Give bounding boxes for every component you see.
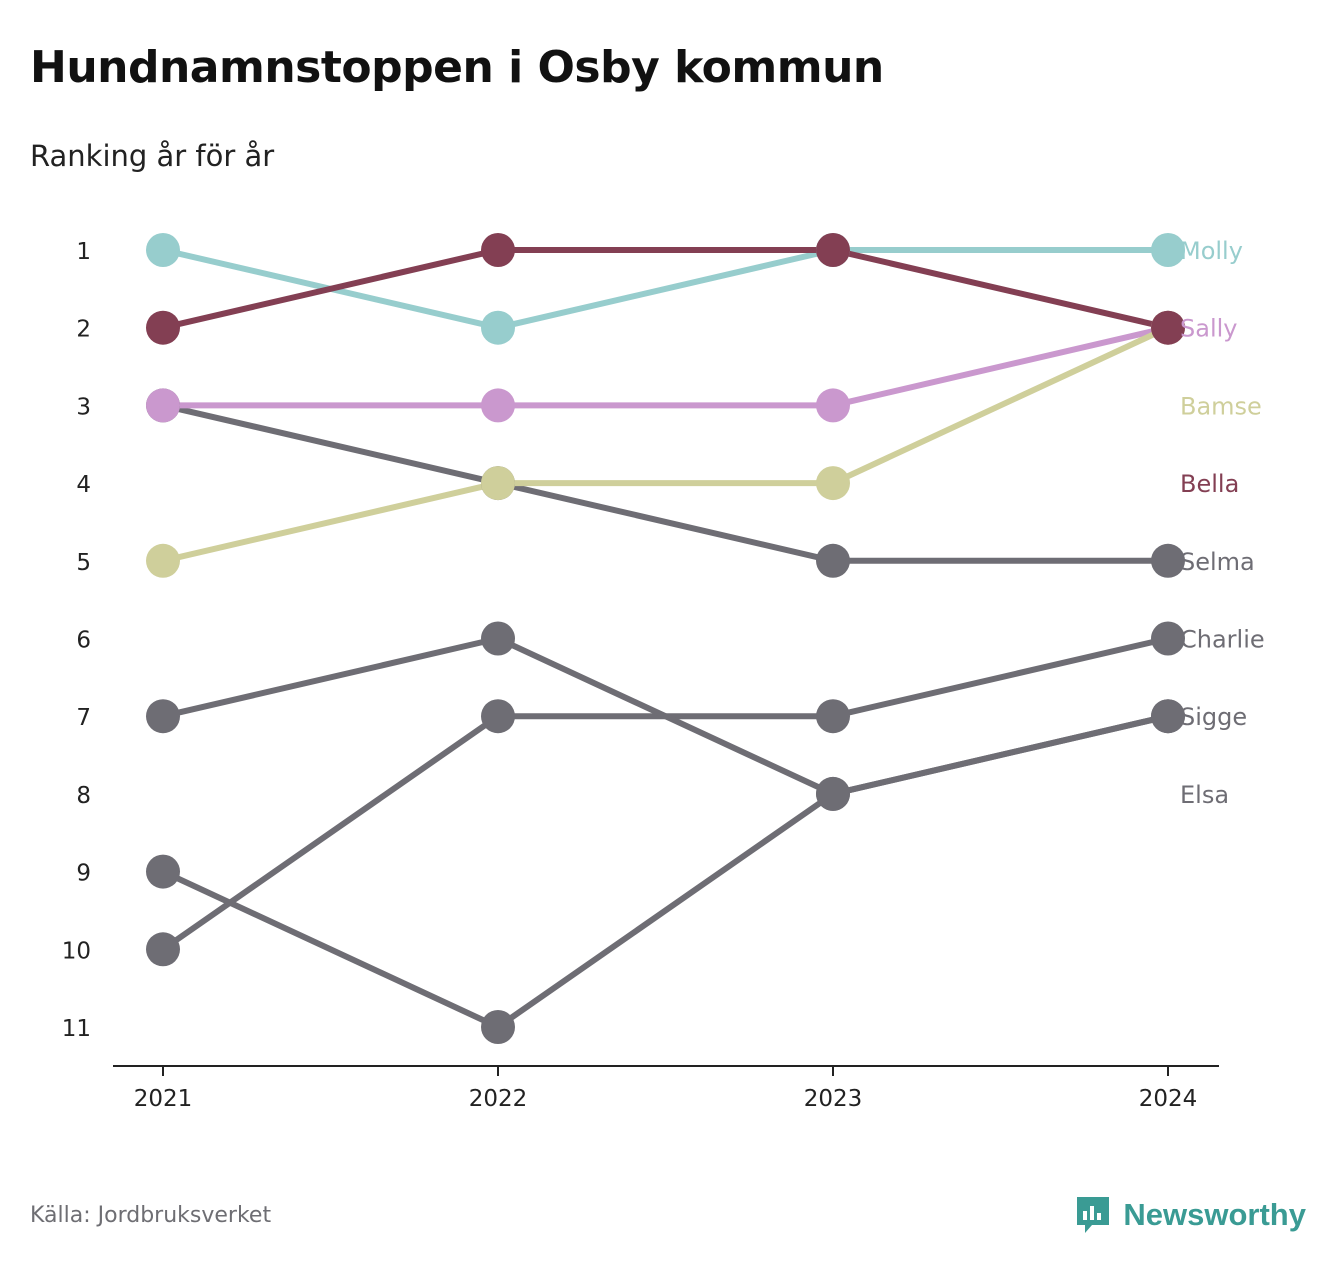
series-point-bella[interactable] <box>816 233 850 267</box>
y-axis: 1 2 3 4 5 6 7 8 9 10 11 <box>62 239 91 1042</box>
series-line-molly[interactable] <box>160 247 1171 331</box>
y-tick-label: 11 <box>62 1016 91 1042</box>
series-labels: Molly Sally Bamse Bella Selma Charlie Sigge Els… <box>1180 237 1265 809</box>
series-line-bamse[interactable] <box>160 324 1171 564</box>
series-point-molly[interactable] <box>1151 233 1185 267</box>
series-point-selma[interactable] <box>816 543 850 578</box>
series-label-selma: Selma <box>1180 548 1255 576</box>
y-tick-label: 6 <box>76 628 91 654</box>
series-label-sigge: Sigge <box>1180 703 1247 731</box>
source-note: Källa: Jordbruksverket <box>30 1203 272 1228</box>
brand-logo[interactable]: Newsworthy <box>1075 1194 1306 1236</box>
series-point-elsa[interactable] <box>816 776 850 811</box>
y-tick-label: 4 <box>76 472 91 498</box>
x-axis: 2021 2022 2023 2024 <box>113 1065 1219 1112</box>
series-point-sigge[interactable] <box>146 699 180 734</box>
chart-subtitle: Ranking år för år <box>30 139 275 173</box>
series-point-sally[interactable] <box>816 388 850 423</box>
brand-name: Newsworthy <box>1123 1197 1306 1232</box>
series-label-bella: Bella <box>1180 470 1239 498</box>
chart-title: Hundnamnstoppen i Osby kommun <box>30 42 884 93</box>
series-point-elsa[interactable] <box>481 1010 515 1044</box>
series-point-bamse[interactable] <box>481 466 515 501</box>
series-point-charlie[interactable] <box>816 699 850 734</box>
x-tick-label: 2024 <box>1139 1086 1198 1112</box>
series-point-bamse[interactable] <box>816 466 850 501</box>
series-line-selma[interactable] <box>160 402 1171 564</box>
x-tick-label: 2023 <box>804 1086 863 1112</box>
series-point-elsa[interactable] <box>1151 699 1185 734</box>
series-line-sigge[interactable] <box>160 635 1171 797</box>
series-point-elsa[interactable] <box>146 854 180 889</box>
series-line-charlie[interactable] <box>160 635 1171 953</box>
series-point-sally[interactable] <box>146 388 180 423</box>
series-point-sigge[interactable] <box>481 621 515 656</box>
series-label-charlie: Charlie <box>1180 626 1265 654</box>
series-point-molly[interactable] <box>481 310 515 345</box>
series-line-bella[interactable] <box>160 247 1171 331</box>
series-label-elsa: Elsa <box>1180 781 1229 809</box>
y-tick-label: 3 <box>76 394 91 420</box>
series-label-molly: Molly <box>1180 237 1243 265</box>
y-tick-label: 9 <box>76 861 91 887</box>
series-line-elsa[interactable] <box>160 713 1171 1030</box>
y-tick-label: 7 <box>76 705 91 731</box>
series-point-bella[interactable] <box>1151 310 1185 345</box>
y-tick-label: 10 <box>62 938 91 964</box>
series-point-selma[interactable] <box>1151 543 1185 578</box>
series-point-molly[interactable] <box>146 233 180 267</box>
series-point-charlie[interactable] <box>146 932 180 967</box>
series-point-sally[interactable] <box>481 388 515 423</box>
series-label-sally: Sally <box>1180 315 1237 343</box>
x-tick-label: 2021 <box>134 1086 193 1112</box>
y-tick-label: 2 <box>76 317 91 343</box>
bump-chart: Molly Sally Bamse Bella Selma Charlie Sigge Els… <box>62 233 1265 1112</box>
series-line-sally[interactable] <box>160 324 1171 409</box>
y-tick-label: 1 <box>76 239 91 265</box>
y-tick-label: 8 <box>76 783 91 809</box>
y-tick-label: 5 <box>76 550 91 576</box>
series-points <box>146 233 1185 1044</box>
series-label-bamse: Bamse <box>1180 392 1262 420</box>
series-lines <box>160 247 1171 1030</box>
x-tick-label: 2022 <box>469 1086 528 1112</box>
series-point-bella[interactable] <box>481 233 515 267</box>
newsworthy-logo-icon <box>1077 1197 1110 1233</box>
series-point-bella[interactable] <box>146 310 180 345</box>
series-point-bamse[interactable] <box>146 543 180 578</box>
series-point-charlie[interactable] <box>1151 621 1185 656</box>
series-point-charlie[interactable] <box>481 699 515 734</box>
